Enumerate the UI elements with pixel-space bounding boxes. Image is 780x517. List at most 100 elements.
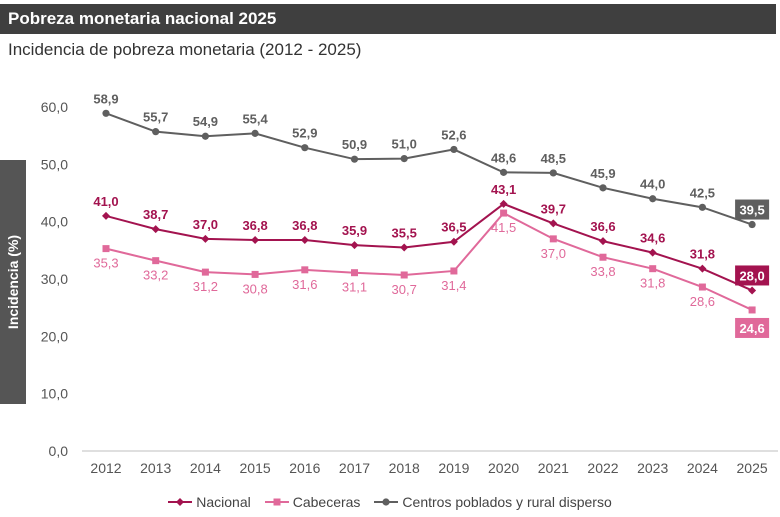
data-point-cabeceras <box>201 268 209 276</box>
legend-swatch-cabeceras <box>264 498 289 506</box>
legend-label-nacional: Nacional <box>196 494 251 510</box>
x-tick-label: 2017 <box>339 460 370 476</box>
data-label-nacional: 28,0 <box>739 268 764 283</box>
x-tick-label: 2020 <box>488 460 519 476</box>
data-point-centros-poblados-y-rural-disperso <box>599 184 607 192</box>
data-label-centros-poblados-y-rural-disperso: 50,9 <box>342 137 367 152</box>
data-label-centros-poblados-y-rural-disperso: 51,0 <box>392 137 417 152</box>
series-line-centros-poblados-y-rural-disperso <box>105 112 753 226</box>
data-label-nacional: 38,7 <box>143 207 168 222</box>
data-point-nacional <box>151 225 160 234</box>
data-label-nacional: 35,5 <box>392 225 417 240</box>
data-point-centros-poblados-y-rural-disperso <box>152 128 160 136</box>
data-point-nacional <box>698 264 707 273</box>
data-point-nacional <box>449 237 458 246</box>
data-label-cabeceras: 31,8 <box>640 276 665 291</box>
data-label-nacional: 36,6 <box>590 219 615 234</box>
data-label-nacional: 34,6 <box>640 231 665 246</box>
data-label-cabeceras: 37,0 <box>541 246 566 261</box>
data-label-cabeceras: 31,1 <box>342 280 367 295</box>
data-point-centros-poblados-y-rural-disperso <box>698 203 707 211</box>
data-label-box-cabeceras <box>735 317 770 338</box>
data-label-cabeceras: 35,3 <box>93 256 118 271</box>
y-tick-label: 60,0 <box>41 99 68 115</box>
y-tick-label: 40,0 <box>41 214 68 230</box>
data-point-nacional <box>300 236 309 245</box>
data-label-cabeceras: 24,6 <box>739 321 764 336</box>
data-point-cabeceras <box>599 253 607 261</box>
data-point-cabeceras <box>251 270 259 278</box>
data-point-nacional <box>748 286 757 295</box>
data-label-cabeceras: 28,6 <box>690 294 715 309</box>
data-point-cabeceras <box>152 257 160 265</box>
data-label-cabeceras: 31,2 <box>193 279 218 294</box>
data-point-nacional <box>350 241 359 250</box>
legend-label-cabeceras: Cabeceras <box>292 494 361 510</box>
x-tick-label: 2024 <box>687 460 718 476</box>
x-tick-label: 2018 <box>389 460 420 476</box>
data-label-nacional: 37,0 <box>193 217 218 232</box>
data-point-centros-poblados-y-rural-disperso <box>102 109 110 117</box>
data-label-centros-poblados-y-rural-disperso: 44,0 <box>640 177 665 192</box>
data-label-centros-poblados-y-rural-disperso: 52,6 <box>441 127 466 142</box>
data-label-centros-poblados-y-rural-disperso: 45,9 <box>590 166 615 181</box>
y-tick-label: 30,0 <box>41 271 68 287</box>
x-tick-label: 2025 <box>737 460 768 476</box>
data-point-centros-poblados-y-rural-disperso <box>400 155 408 163</box>
x-tick-label: 2013 <box>140 460 171 476</box>
data-point-cabeceras <box>450 267 458 275</box>
legend-item-cabeceras: Cabeceras <box>264 494 361 510</box>
chart-legend: Nacional Cabeceras Centros poblados y ru… <box>0 494 780 510</box>
data-label-centros-poblados-y-rural-disperso: 58,9 <box>93 91 118 106</box>
data-point-cabeceras <box>400 271 408 279</box>
data-label-cabeceras: 31,4 <box>441 278 466 293</box>
data-label-nacional: 35,9 <box>342 223 367 238</box>
data-point-centros-poblados-y-rural-disperso <box>301 144 309 152</box>
series-line-cabeceras <box>105 211 753 311</box>
data-label-centros-poblados-y-rural-disperso: 39,5 <box>739 203 764 218</box>
data-point-centros-poblados-y-rural-disperso <box>649 195 657 203</box>
legend-swatch-rural <box>374 498 399 506</box>
x-tick-label: 2022 <box>587 460 618 476</box>
x-tick-label: 2023 <box>637 460 668 476</box>
data-point-nacional <box>549 219 558 228</box>
y-tick-label: 10,0 <box>41 386 68 402</box>
data-point-nacional <box>599 237 607 246</box>
y-tick-label: 20,0 <box>41 328 68 344</box>
data-label-centros-poblados-y-rural-disperso: 42,5 <box>690 185 715 200</box>
x-tick-label: 2014 <box>190 460 221 476</box>
data-label-cabeceras: 33,8 <box>590 264 615 279</box>
data-label-centros-poblados-y-rural-disperso: 55,4 <box>242 111 268 126</box>
data-label-nacional: 41,0 <box>93 194 118 209</box>
data-label-centros-poblados-y-rural-disperso: 55,7 <box>143 110 168 125</box>
legend-item-rural: Centros poblados y rural disperso <box>374 494 612 510</box>
x-tick-label: 2016 <box>289 460 320 476</box>
data-point-nacional <box>499 199 508 208</box>
data-label-cabeceras: 33,2 <box>143 268 168 283</box>
data-point-cabeceras <box>698 283 706 291</box>
series-line-nacional <box>105 202 753 292</box>
data-label-centros-poblados-y-rural-disperso: 48,5 <box>541 151 566 166</box>
data-point-centros-poblados-y-rural-disperso <box>450 145 458 154</box>
data-point-nacional <box>648 248 657 257</box>
legend-label-rural: Centros poblados y rural disperso <box>402 494 612 510</box>
data-point-centros-poblados-y-rural-disperso <box>201 132 209 140</box>
x-tick-label: 2021 <box>538 460 569 476</box>
data-label-nacional: 36,8 <box>242 218 267 233</box>
y-axis-label-box <box>0 160 26 404</box>
line-chart: 0,0 10,0 20,0 30,0 40,0 50,0 60,0 2012 2013 2014 2… <box>41 91 778 476</box>
data-point-cabeceras <box>649 265 657 273</box>
y-tick-label: 50,0 <box>41 156 68 172</box>
data-label-cabeceras: 41,5 <box>491 220 516 235</box>
data-point-cabeceras <box>500 209 508 217</box>
data-label-nacional: 31,8 <box>690 247 715 262</box>
data-label-cabeceras: 31,6 <box>292 277 317 292</box>
data-label-centros-poblados-y-rural-disperso: 52,9 <box>292 126 317 141</box>
data-point-nacional <box>201 234 210 243</box>
data-point-centros-poblados-y-rural-disperso <box>350 155 359 163</box>
y-tick-label: 0,0 <box>49 443 69 459</box>
chart-title: Pobreza monetaria nacional 2025 <box>0 4 776 34</box>
data-point-cabeceras <box>102 245 110 253</box>
data-label-nacional: 36,8 <box>292 218 317 233</box>
data-point-cabeceras <box>748 306 756 314</box>
